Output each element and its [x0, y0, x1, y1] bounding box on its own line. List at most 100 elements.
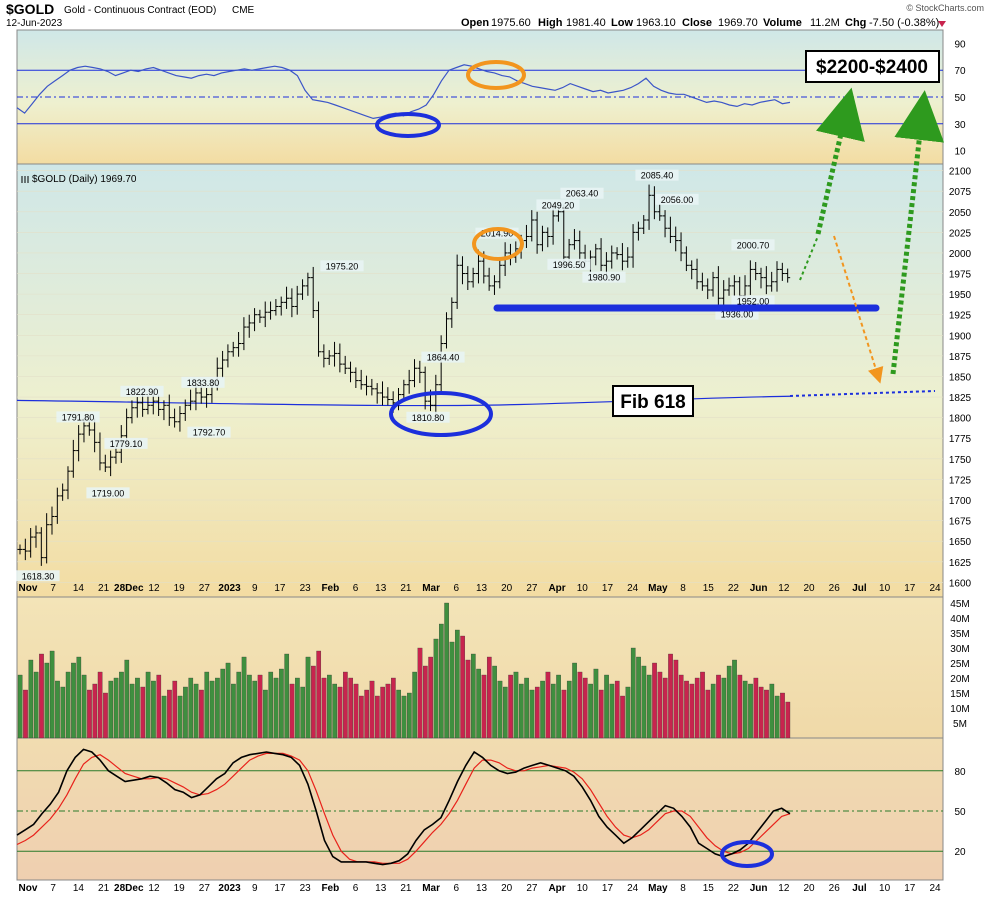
volume-bar	[513, 671, 519, 739]
volume-bar	[742, 680, 748, 739]
chart-header: $GOLD Gold - Continuous Contract (EOD) C…	[6, 1, 984, 29]
volume-bar	[540, 680, 545, 739]
ohlc-legend-icon	[21, 176, 29, 183]
volume-bar	[545, 671, 551, 739]
price-x-tick-label: 9	[252, 583, 258, 594]
chg-label: Chg	[845, 17, 866, 29]
volume-bar	[156, 674, 162, 739]
price-x-tick-label: 24	[929, 583, 941, 594]
fib-dotted-line	[789, 390, 936, 397]
volume-bar	[225, 662, 231, 739]
volume-bar	[92, 683, 98, 739]
volume-bar	[348, 677, 354, 739]
quote-row: Open 1975.60 High 1981.40 Low 1963.10 Cl…	[461, 17, 946, 29]
price-tick-label: 1800	[949, 414, 972, 425]
price-value-label: 1864.40	[427, 353, 460, 363]
price-x-tick-label: 24	[627, 583, 639, 594]
volume-bar	[327, 674, 332, 739]
volume-bar	[33, 671, 39, 739]
annotations: $2200-$2400 Fib 618	[375, 50, 945, 868]
price-x-tick-label: 15	[703, 583, 715, 594]
volume-bar	[396, 689, 401, 739]
rsi-tick-label: 50	[954, 93, 966, 104]
price-tick-label: 1700	[949, 496, 972, 507]
price-label-bg	[635, 169, 679, 181]
volume-bar	[524, 677, 529, 739]
volume-bar	[577, 671, 583, 739]
price-x-tick-label: 17	[274, 583, 286, 594]
volume-bar	[668, 653, 673, 739]
volume-bar	[705, 689, 711, 739]
stoch-x-tick-label: 17	[274, 883, 286, 894]
high-value: 1981.40	[566, 17, 606, 29]
stoch-x-tick-label: 8	[680, 883, 686, 894]
price-tick-label: 2050	[949, 208, 972, 219]
green-arrow-short-lead	[799, 235, 819, 281]
price-value-label: 2056.00	[661, 195, 694, 205]
volume-bar	[28, 659, 34, 739]
stoch-x-tick-label: 12	[148, 883, 160, 894]
volume-bar	[87, 689, 92, 739]
volume-bar	[289, 683, 295, 739]
price-x-tick-label: 21	[98, 583, 110, 594]
stoch-x-tick-label: 2023	[218, 883, 241, 894]
stoch-x-tick-label: 13	[375, 883, 387, 894]
price-x-tick-label: 12	[778, 583, 790, 594]
stoch-tick-label: 50	[954, 807, 966, 818]
price-value-label: 1952.00	[737, 296, 770, 306]
price-value-label: 2063.40	[566, 189, 599, 199]
stoch-x-tick-label: 21	[400, 883, 412, 894]
stoch-x-tick-label: 17	[904, 883, 916, 894]
price-x-tick-label: 12	[148, 583, 160, 594]
price-legend: $GOLD (Daily) 1969.70	[32, 174, 137, 185]
volume-bar	[81, 674, 87, 739]
symbol-title: $GOLD	[6, 1, 54, 17]
stoch-x-tick-label: Feb	[321, 883, 339, 894]
volume-bar	[652, 662, 657, 739]
stoch-x-tick-label: 10	[879, 883, 891, 894]
price-value-label: 1833.80	[187, 378, 220, 388]
price-x-tick-label: 20	[803, 583, 815, 594]
volume-bar	[604, 674, 609, 739]
volume-tick-label: 5M	[953, 719, 967, 730]
volume-bar	[380, 686, 385, 739]
volume-bar	[518, 683, 524, 739]
volume-bar	[119, 671, 124, 739]
price-tick-label: 2025	[949, 228, 972, 239]
price-x-tick-label: 8	[680, 583, 686, 594]
volume-bar	[401, 695, 407, 739]
price-x-tick-label: Jun	[750, 583, 768, 594]
volume-bar	[273, 677, 279, 739]
close-label: Close	[682, 17, 712, 29]
volume-bar	[449, 641, 455, 739]
price-tick-label: 1650	[949, 537, 972, 548]
volume-bar	[215, 677, 220, 739]
orange-arrow-down	[833, 235, 884, 384]
price-label-bg	[181, 376, 225, 388]
price-label-bg	[715, 308, 759, 320]
price-x-tick-label: 10	[879, 583, 891, 594]
price-tick-label: 1825	[949, 393, 972, 404]
volume-bar	[700, 671, 705, 739]
volume-bar	[241, 656, 247, 739]
volume-bar	[561, 689, 567, 739]
volume-bar	[508, 674, 513, 739]
volume-bar	[572, 662, 577, 739]
volume-bar	[172, 680, 178, 739]
price-x-tick-label: 27	[526, 583, 538, 594]
stoch-x-tick-label: 14	[73, 883, 85, 894]
green-arrow-long	[890, 90, 945, 375]
blue-circle-price	[389, 391, 493, 437]
volume-bar	[492, 665, 497, 739]
volume-bar	[598, 689, 604, 739]
price-value-label: 1719.00	[92, 488, 125, 498]
price-tick-label: 1675	[949, 517, 972, 528]
volume-bar	[785, 701, 791, 739]
volume-bar	[17, 674, 23, 739]
price-tick-label: 1625	[949, 558, 972, 569]
price-x-tick-label: Jul	[852, 583, 867, 594]
volume-bar	[311, 665, 316, 739]
volume-bar	[135, 677, 140, 739]
blue-circle-stoch	[720, 840, 774, 868]
price-label-bg	[56, 411, 100, 423]
